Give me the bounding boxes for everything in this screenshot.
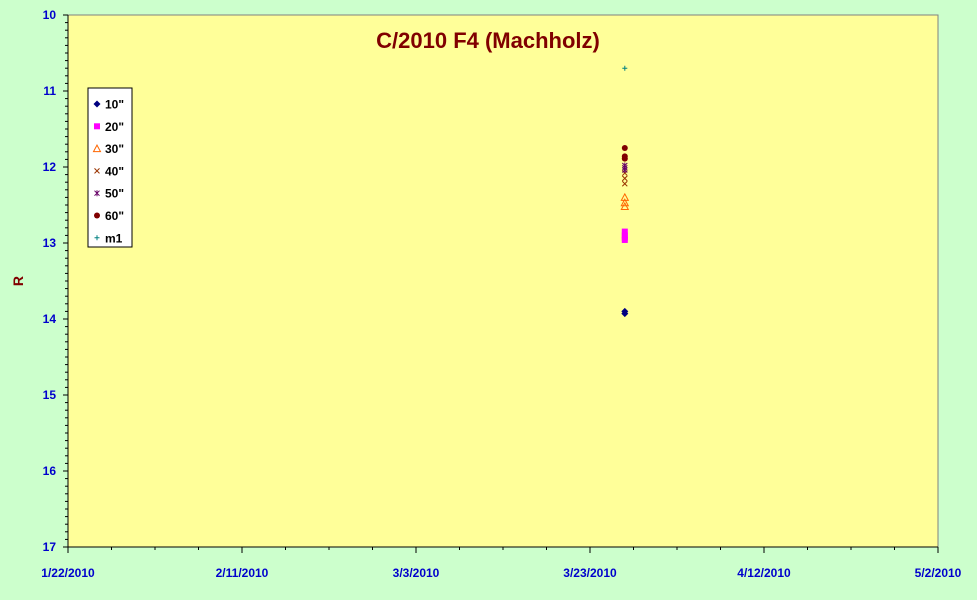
legend-label: 10": [105, 98, 124, 112]
data-point: [620, 198, 630, 207]
legend-label: m1: [105, 231, 123, 245]
legend-marker: [93, 100, 101, 108]
legend-marker: [94, 123, 100, 130]
data-point: [621, 310, 629, 318]
data-point: [621, 180, 628, 187]
legend-label: 60": [105, 209, 124, 223]
legend: 10" 20" 30" 40" 50" 60" m1: [87, 87, 133, 248]
y-tick-label: 12: [43, 160, 57, 174]
chart-title: C/2010 F4 (Machholz): [376, 28, 600, 53]
y-axis-title: R: [10, 276, 26, 286]
legend-marker: [94, 212, 100, 219]
data-point: [620, 192, 630, 201]
data-point: [621, 175, 628, 182]
y-axis: 10 11 12 13 14 15 16 17: [43, 8, 69, 554]
legend-marker: [94, 168, 100, 174]
plot-area: [67, 14, 939, 548]
legend-marker: [92, 144, 102, 153]
x-tick-label: 2/11/2010: [216, 566, 269, 580]
y-tick-label: 13: [43, 236, 57, 250]
x-tick-label: 5/2/2010: [915, 566, 962, 580]
legend-label: 30": [105, 142, 124, 156]
y-tick-label: 17: [43, 540, 57, 554]
legend-label: 50": [105, 187, 124, 201]
legend-label: 20": [105, 120, 124, 134]
data-points: [620, 65, 630, 318]
y-tick-label: 16: [43, 464, 57, 478]
legend-box: [87, 87, 133, 248]
data-point: [621, 167, 628, 174]
data-point: [620, 201, 630, 211]
x-tick-label: 4/12/2010: [737, 566, 791, 580]
x-tick-label: 3/23/2010: [563, 566, 617, 580]
data-point: [621, 145, 628, 151]
data-point: [621, 155, 628, 162]
legend-label: 40": [105, 164, 124, 178]
legend-marker: [94, 235, 100, 241]
x-tick-label: 1/22/2010: [41, 566, 95, 580]
y-tick-label: 15: [43, 388, 57, 402]
data-point: [622, 65, 628, 71]
legend-marker: [94, 190, 100, 197]
x-tick-label: 3/3/2010: [393, 566, 440, 580]
data-point: [621, 236, 628, 243]
y-tick-label: 14: [43, 312, 57, 326]
data-point: [621, 228, 628, 235]
x-axis: 1/22/2010 2/11/2010 3/3/2010 3/23/2010 4/12/…: [41, 546, 962, 580]
y-tick-label: 11: [43, 84, 56, 98]
y-tick-label: 10: [43, 8, 57, 22]
